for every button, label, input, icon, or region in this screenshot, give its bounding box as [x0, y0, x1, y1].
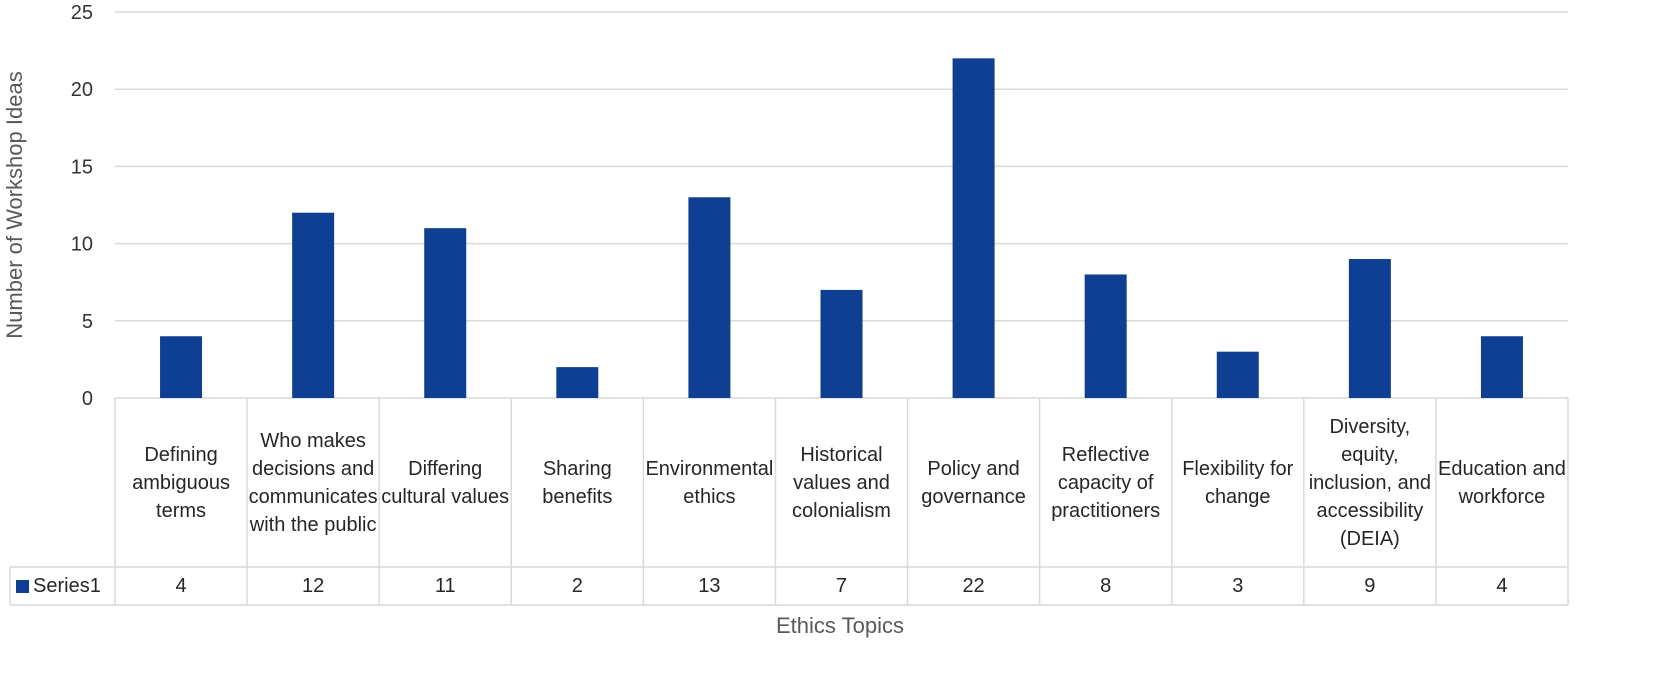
value-cell-policy-and-governance: 22	[962, 574, 985, 597]
bar-flexibility-for-change	[1216, 351, 1259, 398]
category-label-differing-cultural-values: Differing cultural values	[381, 457, 510, 508]
category-label-policy-and-governance: Policy and governance	[921, 457, 1026, 508]
data-table-lines	[9, 398, 1569, 606]
y-tick-10: 10	[71, 234, 93, 256]
legend-swatch	[16, 579, 29, 593]
value-cell-differing-cultural-values: 11	[434, 574, 456, 597]
value-cell-diversity-equity-inclusion-and-accessibility-deia: 9	[1364, 574, 1376, 597]
category-label-defining-ambiguous-terms: Defining ambiguous terms	[132, 443, 230, 522]
bar-who-makes-decisions-and-communicates-with-the-public	[292, 212, 335, 398]
value-cell-reflective-capacity-of-practitioners: 8	[1100, 574, 1112, 597]
category-label-flexibility-for-change: Flexibility for change	[1182, 457, 1294, 508]
value-cell-who-makes-decisions-and-communicates-with-the-public: 12	[301, 574, 325, 597]
bars	[160, 58, 1523, 398]
bar-historical-values-and-colonialism	[820, 289, 863, 398]
bar-environmental-ethics	[688, 197, 731, 398]
bar-policy-and-governance	[952, 58, 995, 398]
y-tick-25: 25	[71, 2, 93, 24]
y-tick-15: 15	[71, 156, 93, 178]
bar-defining-ambiguous-terms	[160, 336, 203, 398]
category-label-who-makes-decisions-and-communicates-with-the-public: Who makes decisions and communicates wit…	[248, 429, 378, 536]
y-axis-title: Number of Workshop Ideas	[2, 71, 27, 338]
gridlines	[115, 11, 1568, 399]
category-label-reflective-capacity-of-practitioners: Reflective capacity of practitioners	[1051, 443, 1161, 522]
value-cell-historical-values-and-colonialism: 7	[835, 574, 848, 597]
y-tick-5: 5	[82, 311, 93, 333]
y-axis-ticks: 0 5 10 15 20 25	[71, 2, 93, 410]
y-tick-0: 0	[82, 388, 93, 410]
y-tick-20: 20	[71, 79, 93, 101]
value-cell-defining-ambiguous-terms: 4	[175, 574, 187, 597]
x-axis-title: Ethics Topics	[776, 613, 904, 638]
legend-key: Series1	[10, 567, 114, 605]
value-cell-sharing-benefits: 2	[571, 574, 583, 597]
category-label-diversity-equity-inclusion-and-accessibility-deia: Diversity, equity, inclusion, and access…	[1308, 415, 1431, 550]
bar-differing-cultural-values	[424, 228, 467, 398]
value-cell-flexibility-for-change: 3	[1232, 574, 1244, 597]
category-label-environmental-ethics: Environmental ethics	[645, 457, 774, 508]
category-label-historical-values-and-colonialism: Historical values and colonialism	[792, 443, 891, 522]
bar-sharing-benefits	[556, 367, 599, 398]
category-label-education-and-workforce: Education and workforce	[1438, 457, 1566, 508]
category-label-sharing-benefits: Sharing benefits	[542, 457, 613, 508]
value-cell-education-and-workforce: 4	[1496, 574, 1508, 597]
bar-diversity-equity-inclusion-and-accessibility-deia	[1348, 259, 1391, 398]
bar-education-and-workforce	[1480, 336, 1523, 398]
bar-reflective-capacity-of-practitioners	[1084, 274, 1127, 398]
value-cell-environmental-ethics: 13	[698, 574, 721, 597]
legend-label: Series1	[33, 574, 101, 597]
